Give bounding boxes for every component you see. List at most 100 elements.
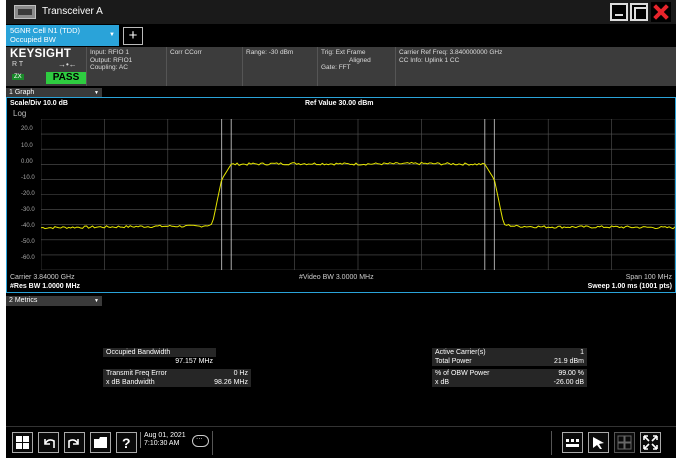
windows-icon xyxy=(16,436,29,449)
y-tick-label: -50.0 xyxy=(21,239,35,245)
freq-error-label: Transmit Freq Error xyxy=(106,370,167,377)
freq-error-value: 0 Hz xyxy=(233,370,248,377)
file-button[interactable] xyxy=(90,432,111,453)
trigger-settings[interactable]: Trig: Ext Frame Aligned Gate: FFT xyxy=(317,47,395,86)
chat-icon[interactable] xyxy=(192,432,209,447)
input-settings[interactable]: Input: RFIO 1 Output: RFIO1 Coupling: AC xyxy=(86,47,166,86)
y-tick-label: 20.0 xyxy=(21,126,33,132)
graph-window[interactable]: Scale/Div 10.0 dB Log Ref Value 30.00 dB… xyxy=(6,97,676,293)
scale-type: Log xyxy=(13,109,27,118)
app-logo-icon xyxy=(14,5,36,19)
output-line: Output: RFIO1 xyxy=(90,56,133,64)
time-display: 7:10:30 AM xyxy=(144,440,180,447)
signal-arrow-icon: →•← xyxy=(58,60,77,69)
y-tick-label: -20.0 xyxy=(21,191,35,197)
spectrum-trace xyxy=(41,161,675,230)
application-frame: Transceiver A 5GNR Cell N1 (TDD) Occupie… xyxy=(6,0,676,458)
chevron-down-icon: ▼ xyxy=(94,298,99,304)
help-button[interactable]: ? xyxy=(116,432,137,453)
graph-window-label: 1 Graph xyxy=(9,89,35,96)
rt-indicator: R T xyxy=(12,61,24,68)
carrier-freq-line: Carrier Ref Freq: 3.840000000 GHz xyxy=(399,49,503,56)
metric-row: x dB Bandwidth 98.26 MHz xyxy=(103,378,251,387)
corr-line: Corr CCorr xyxy=(170,49,202,56)
y-tick-label: -40.0 xyxy=(21,223,35,229)
y-tick-label: 10.0 xyxy=(21,143,33,149)
zx-icon: ZX xyxy=(12,74,24,80)
expand-icon xyxy=(643,435,658,450)
y-tick-label: -10.0 xyxy=(21,175,35,181)
graph-window-selector[interactable]: 1 Graph ▼ xyxy=(6,88,102,98)
sweep-readout: Sweep 1.00 ms (1001 pts) xyxy=(587,283,672,290)
title-bar: Transceiver A xyxy=(6,0,676,24)
metrics-window-selector[interactable]: 2 Metrics ▼ xyxy=(6,296,102,306)
metric-row: % of OBW Power 99.00 % xyxy=(432,369,587,378)
redo-icon xyxy=(68,439,79,448)
obw-power-label: % of OBW Power xyxy=(435,370,490,377)
metric-row: 97.157 MHz xyxy=(103,357,251,366)
carrier-freq-readout: Carrier 3.84000 GHz xyxy=(10,274,75,281)
total-power-label: Total Power xyxy=(435,358,472,365)
occupied-bw-value: 97.157 MHz xyxy=(175,358,213,365)
start-button[interactable] xyxy=(12,432,33,453)
fullscreen-button[interactable] xyxy=(640,432,661,453)
res-bw-readout: #Res BW 1.0000 MHz xyxy=(10,283,81,290)
taskbar: ? Aug 01, 2021 7:10:30 AM xyxy=(6,426,676,458)
status-badge: PASS xyxy=(46,72,86,84)
touch-button[interactable] xyxy=(588,432,609,453)
date-display: Aug 01, 2021 xyxy=(144,432,186,439)
xdb-label: x dB xyxy=(435,379,450,386)
bandwidth-metrics-table: Occupied Bandwidth 97.157 MHz Transmit F… xyxy=(103,348,251,387)
metrics-window[interactable]: 2 Metrics ▼ Occupied Bandwidth 97.157 MH… xyxy=(6,294,676,425)
metric-row: x dB -26.00 dB xyxy=(432,378,587,387)
active-carriers-label: Active Carrier(s) xyxy=(435,349,486,356)
occupied-bw-label: Occupied Bandwidth xyxy=(106,349,171,356)
input-line: Input: RFIO 1 xyxy=(90,49,130,56)
window-title: Transceiver A xyxy=(42,6,103,17)
grid-icon xyxy=(617,435,632,450)
spectrum-plot[interactable] xyxy=(41,119,675,270)
carrier-settings[interactable]: Carrier Ref Freq: 3.840000000 GHz CC Inf… xyxy=(395,47,676,86)
hand-pointer-icon xyxy=(593,437,604,449)
add-screen-button[interactable]: + xyxy=(123,27,143,45)
brand-name: KEYSIGHT xyxy=(10,48,72,60)
mode-tab-line1: 5GNR Cell N1 (TDD) xyxy=(10,26,81,35)
power-metrics-table: Active Carrier(s) 1 Total Power 21.9 dBm… xyxy=(432,348,587,387)
maximize-button[interactable] xyxy=(630,3,648,21)
keyboard-button[interactable] xyxy=(562,432,583,453)
xdb-bandwidth-label: x dB Bandwidth xyxy=(106,379,155,386)
metric-row: Transmit Freq Error 0 Hz xyxy=(103,369,251,378)
settings-bar: KEYSIGHT R T →•← ZX PASS Input: RFIO 1 O… xyxy=(6,47,676,86)
video-bw-readout: #Video BW 3.0000 MHz xyxy=(299,274,374,281)
chevron-down-icon: ▼ xyxy=(109,32,115,38)
mode-tab-occupied-bw[interactable]: 5GNR Cell N1 (TDD) Occupied BW ▼ xyxy=(6,25,119,46)
chevron-down-icon: ▼ xyxy=(94,90,99,96)
metrics-window-label: 2 Metrics xyxy=(9,297,38,304)
undo-button[interactable] xyxy=(38,432,59,453)
trig-line: Trig: Ext Frame xyxy=(321,49,366,56)
y-tick-label: -60.0 xyxy=(21,255,35,261)
y-tick-label: 0.00 xyxy=(21,159,33,165)
correction-settings[interactable]: Corr CCorr xyxy=(166,47,242,86)
aligned-line: Aligned xyxy=(349,56,371,64)
help-icon: ? xyxy=(122,435,131,450)
range-line: Range: -30 dBm xyxy=(246,49,294,56)
close-button[interactable] xyxy=(651,2,671,22)
span-readout: Span 100 MHz xyxy=(625,274,672,281)
redo-button[interactable] xyxy=(64,432,85,453)
xdb-value: -26.00 dB xyxy=(553,379,584,386)
clock: Aug 01, 2021 7:10:30 AM xyxy=(140,432,186,448)
range-settings[interactable]: Range: -30 dBm xyxy=(242,47,317,86)
minimize-button[interactable] xyxy=(610,3,628,21)
xdb-bandwidth-value: 98.26 MHz xyxy=(214,379,248,386)
taskbar-separator xyxy=(212,431,552,455)
undo-icon xyxy=(44,439,55,448)
gate-line: Gate: FFT xyxy=(321,64,351,71)
y-tick-label: -30.0 xyxy=(21,207,35,213)
folder-icon xyxy=(94,437,107,448)
coupling-line: Coupling: AC xyxy=(90,64,128,71)
metric-row: Total Power 21.9 dBm xyxy=(432,357,587,366)
grid-layout-button[interactable] xyxy=(614,432,635,453)
obw-power-value: 99.00 % xyxy=(558,370,584,377)
brand-block: KEYSIGHT R T →•← ZX PASS xyxy=(10,48,86,84)
